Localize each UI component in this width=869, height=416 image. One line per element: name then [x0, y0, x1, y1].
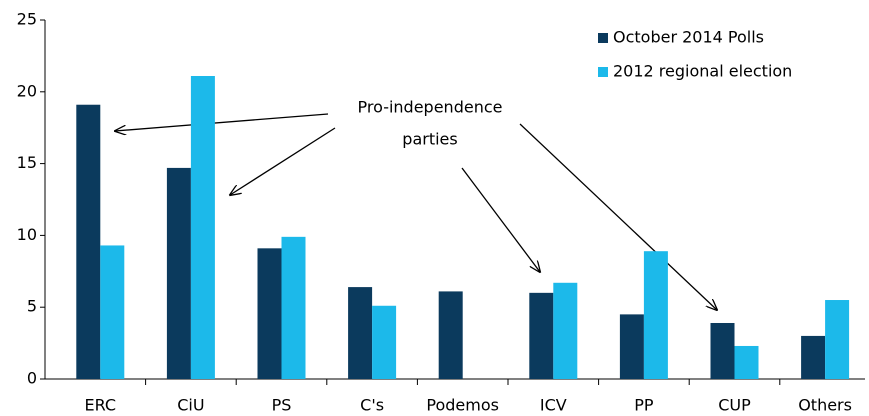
arrow	[115, 113, 329, 131]
legend-label: 2012 regional election	[613, 62, 792, 81]
legend-label: October 2014 Polls	[613, 28, 764, 47]
legend-swatch	[598, 67, 608, 77]
bar	[619, 314, 644, 379]
x-tick-label: ERC	[84, 396, 116, 415]
annotation: parties	[402, 130, 457, 149]
bar	[710, 322, 735, 379]
bar	[553, 282, 578, 379]
annotation-arrows	[115, 113, 717, 310]
bar	[734, 345, 759, 379]
x-tick-label: CUP	[718, 396, 751, 415]
legend-swatch	[598, 33, 608, 43]
bar	[438, 291, 463, 379]
arrow	[519, 123, 717, 310]
y-tick-label: 10	[17, 225, 37, 244]
bar	[529, 292, 554, 379]
bar	[801, 335, 826, 379]
x-tick-label: Podemos	[426, 396, 499, 415]
bar	[825, 300, 850, 379]
x-tick-label: Others	[798, 396, 852, 415]
x-tick-label: ICV	[540, 396, 567, 415]
bar	[190, 76, 215, 379]
x-tick-label: CiU	[177, 396, 204, 415]
y-tick-label: 15	[17, 153, 37, 172]
bar	[257, 248, 282, 379]
bar	[166, 167, 191, 379]
bar	[643, 251, 668, 379]
annotation: Pro-independence	[358, 98, 503, 117]
y-tick-label: 5	[27, 297, 37, 316]
bar	[348, 287, 373, 379]
x-tick-label: C's	[360, 396, 384, 415]
y-tick-label: 0	[27, 369, 37, 388]
bar	[281, 236, 306, 379]
arrow	[230, 127, 336, 195]
arrow	[461, 167, 540, 272]
bar	[100, 245, 125, 379]
x-tick-label: PS	[272, 396, 292, 415]
bar	[372, 305, 397, 379]
y-tick-label: 20	[17, 81, 37, 100]
x-tick-label: PP	[634, 396, 654, 415]
bar	[76, 104, 101, 379]
y-tick-label: 25	[17, 10, 37, 29]
